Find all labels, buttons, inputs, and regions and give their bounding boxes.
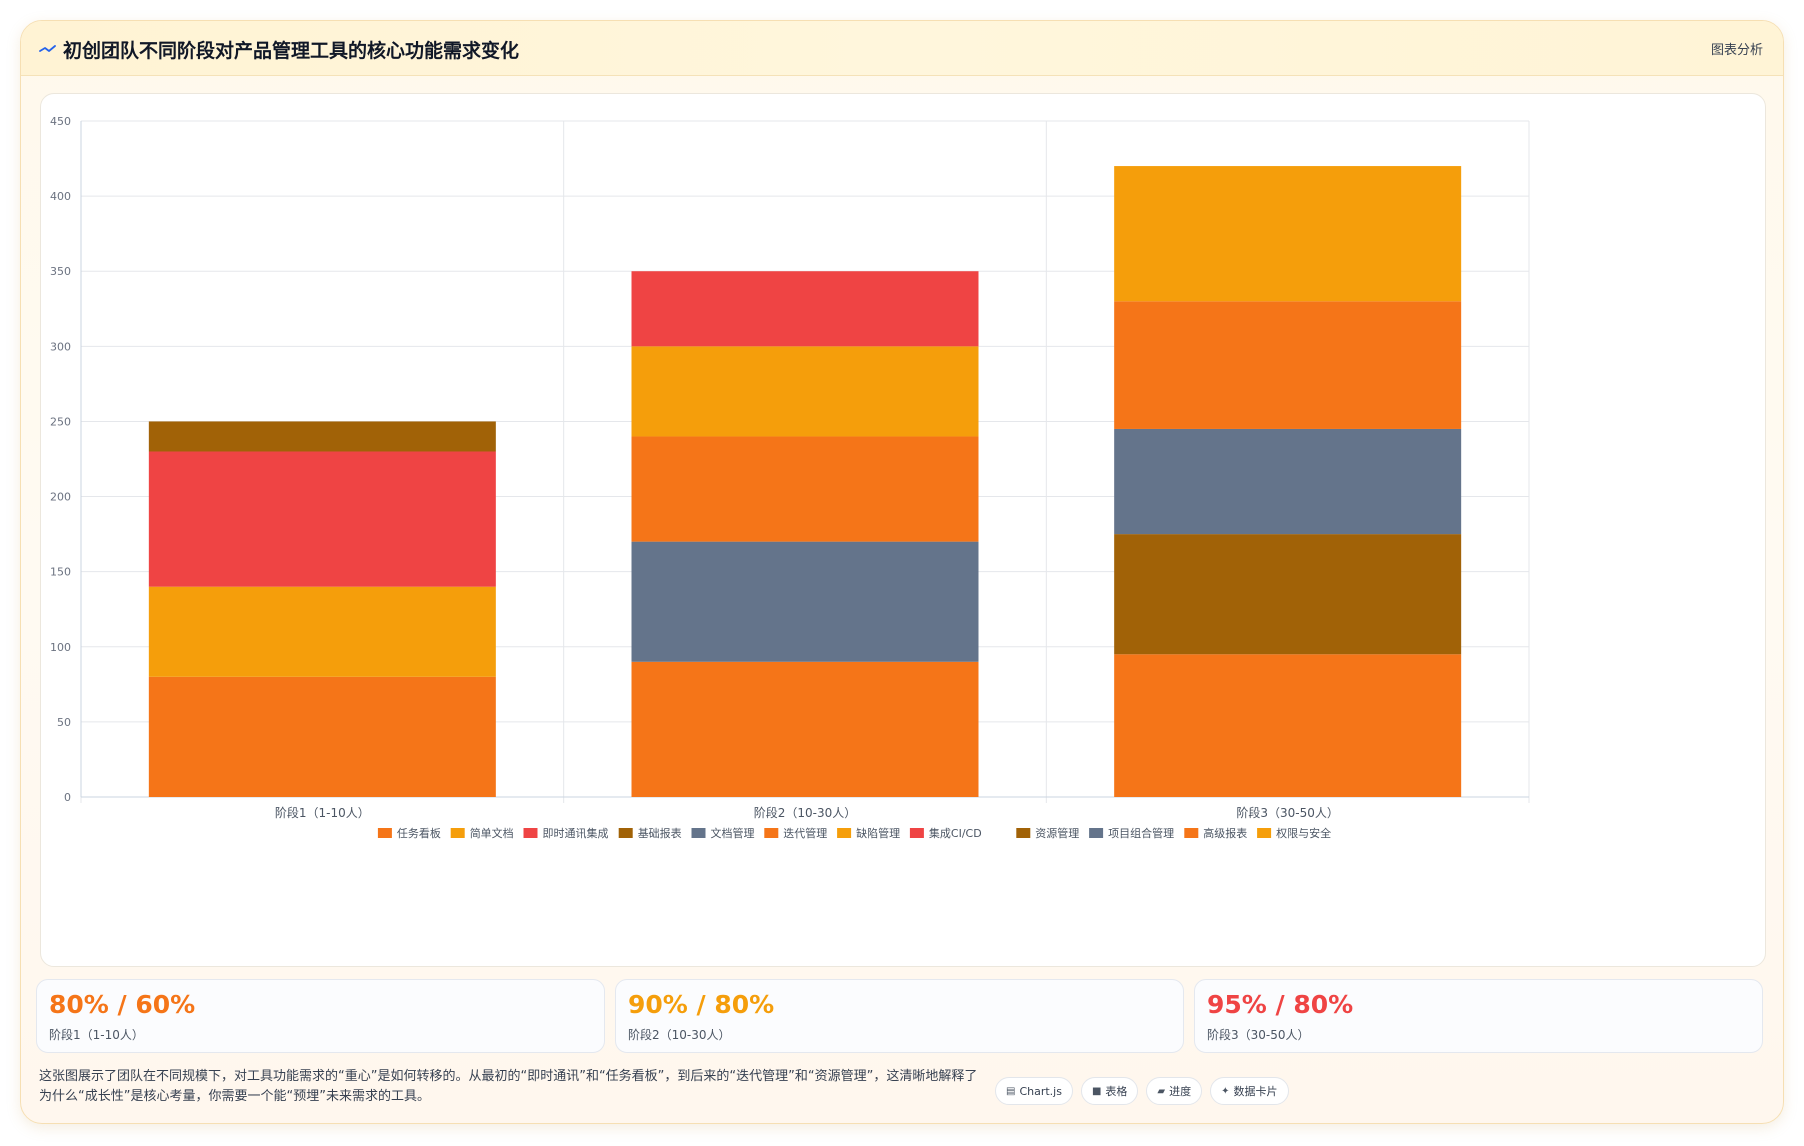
chip-progress[interactable]: ▰ 进度 (1146, 1077, 1203, 1105)
chart-title: 初创团队不同阶段对产品管理工具的核心功能需求变化 (63, 40, 520, 62)
legend-label: 集成CI/CD (929, 826, 982, 840)
bar-segment (1114, 166, 1462, 302)
y-tick-label: 200 (50, 491, 71, 504)
x-tick-label: 阶段1（1-10人） (275, 805, 370, 820)
bar-segment (631, 661, 979, 797)
legend-label: 文档管理 (711, 826, 755, 840)
bar-segment (1114, 534, 1462, 655)
y-tick-label: 250 (50, 415, 71, 428)
legend-swatch (450, 828, 465, 838)
legend-label: 任务看板 (397, 826, 441, 840)
stacked-bar-chart: 0 50 100 150 200 250 300 350 400 450 阶段1（1-10人） 阶段2… (50, 115, 1530, 840)
stat-value: 90% / 80% (628, 990, 775, 1019)
legend-swatch (909, 828, 924, 838)
bar-segment (631, 271, 979, 347)
chip-data-card[interactable]: ✦ 数据卡片 (1210, 1077, 1289, 1105)
legend-swatch (377, 828, 392, 838)
bar-segment (148, 586, 496, 677)
stat-label: 阶段3（30-50人） (1207, 1028, 1310, 1042)
stat-value: 80% / 60% (49, 990, 196, 1019)
y-tick-label: 100 (50, 641, 71, 654)
y-tick-label: 50 (57, 716, 71, 729)
chart-description: 这张图展示了团队在不同规模下，对工具功能需求的“重心”是如何转移的。从最初的“即… (39, 1069, 978, 1104)
legend-swatch (1089, 828, 1104, 838)
stat-value: 95% / 80% (1207, 990, 1354, 1019)
chip-label: 进度 (1169, 1085, 1192, 1098)
legend-swatch (1184, 828, 1199, 838)
legend-swatch (837, 828, 852, 838)
legend-label: 基础报表 (638, 826, 682, 840)
bar-segment (148, 451, 496, 587)
y-tick-label: 0 (64, 791, 71, 804)
legend-swatch (691, 828, 706, 838)
legend-swatch (618, 828, 633, 838)
bar-segment (148, 421, 496, 452)
feature-chips: ▤ Chart.js ■ 表格 ▰ 进度 ✦ 数据卡片 (995, 1077, 1289, 1105)
y-tick-label: 400 (50, 190, 71, 203)
legend-label: 即时通讯集成 (543, 826, 609, 840)
legend-label: 高级报表 (1203, 826, 1247, 840)
x-tick-label: 阶段2（10-30人） (754, 805, 857, 820)
chart-icon: ▤ (1006, 1085, 1016, 1097)
stat-card-stage2: 90% / 80% 阶段2（10-30人） (615, 979, 1184, 1053)
trend-line-icon (39, 45, 56, 52)
chip-label: 数据卡片 (1233, 1085, 1278, 1098)
legend-swatch (523, 828, 538, 838)
y-tick-label: 450 (50, 115, 71, 128)
stat-card-stage3: 95% / 80% 阶段3（30-50人） (1194, 979, 1763, 1053)
stat-label: 阶段1（1-10人） (49, 1028, 144, 1042)
bar-segment (631, 346, 979, 437)
progress-icon: ▰ (1157, 1085, 1166, 1097)
bar-segment (631, 541, 979, 662)
legend-label: 资源管理 (1035, 826, 1079, 840)
x-tick-label: 阶段3（30-50人） (1236, 805, 1339, 820)
chip-chartjs[interactable]: ▤ Chart.js (995, 1077, 1073, 1105)
bar-segment (1114, 428, 1462, 535)
stat-card-stage1: 80% / 60% 阶段1（1-10人） (36, 979, 605, 1053)
y-tick-label: 350 (50, 265, 71, 278)
legend-label: 缺陷管理 (856, 826, 900, 840)
bar-segment (148, 676, 496, 797)
table-icon: ■ (1091, 1085, 1102, 1097)
y-tick-label: 300 (50, 340, 71, 353)
sparkle-icon: ✦ (1221, 1085, 1230, 1097)
y-tick-label: 150 (50, 566, 71, 579)
legend-label: 项目组合管理 (1108, 826, 1174, 840)
card-header: 初创团队不同阶段对产品管理工具的核心功能需求变化 图表分析 (21, 21, 1783, 76)
chart-panel: 0 50 100 150 200 250 300 350 400 450 阶段1（1-10人） 阶段2… (40, 93, 1766, 967)
legend-label: 权限与安全 (1276, 826, 1331, 840)
legend-swatch (1016, 828, 1031, 838)
legend-swatch (1257, 828, 1272, 838)
bar-segment (1114, 301, 1462, 429)
chart-card: 初创团队不同阶段对产品管理工具的核心功能需求变化 图表分析 0 50 100 150 2… (20, 20, 1784, 1124)
chip-table[interactable]: ■ 表格 (1080, 1077, 1139, 1105)
bar-segment (1114, 654, 1462, 797)
chip-label: 表格 (1105, 1085, 1128, 1098)
legend-label: 简单文档 (470, 826, 514, 840)
legend-swatch (764, 828, 779, 838)
chip-label: Chart.js (1019, 1084, 1062, 1098)
chart-analysis-link[interactable]: 图表分析 (1710, 43, 1763, 58)
legend-label: 迭代管理 (783, 826, 827, 840)
bar-segment (631, 436, 979, 542)
stat-label: 阶段2（10-30人） (628, 1028, 731, 1042)
